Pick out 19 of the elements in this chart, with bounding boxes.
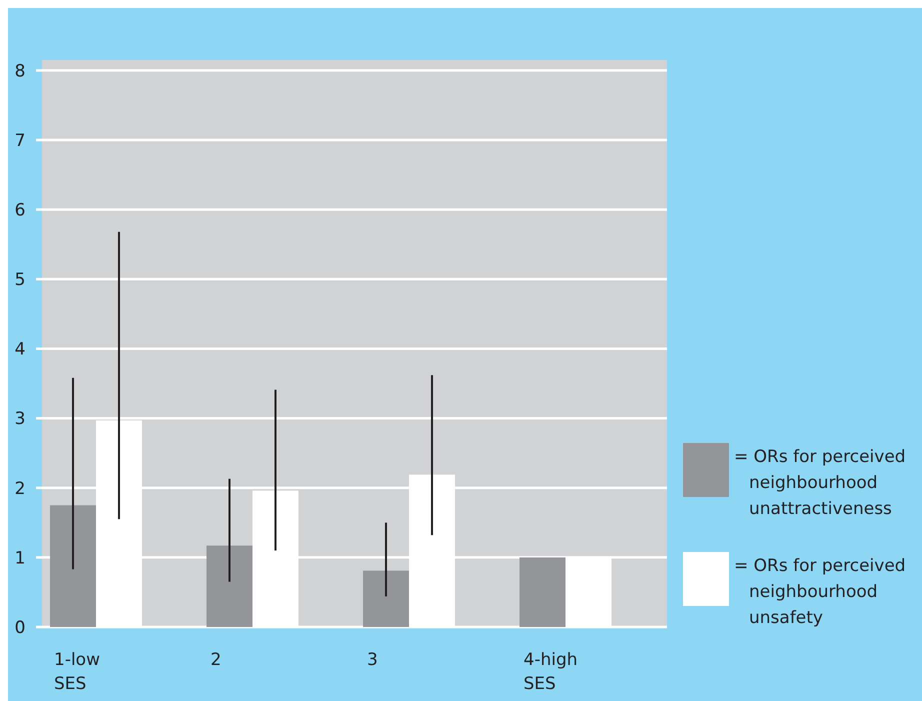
y-tick-label: 7 — [14, 130, 26, 151]
y-tick-label: 0 — [14, 618, 26, 638]
x-tick-label: 3 — [367, 650, 378, 670]
y-tick-label: 5 — [14, 270, 26, 290]
y-tick-label: 4 — [14, 340, 26, 360]
y-tick-label: 6 — [14, 200, 26, 221]
text: = ORs for perceived neighbourhood unattractiveness — [734, 447, 906, 519]
x-tick-label: 2 — [210, 650, 222, 670]
y-tick-label: 3 — [14, 409, 26, 430]
x-tick-label: 1-low SES — [54, 650, 100, 694]
bar — [206, 546, 252, 627]
bar — [363, 570, 409, 627]
y-tick-label: 2 — [14, 478, 26, 499]
y-tick-label: 8 — [14, 61, 26, 82]
x-tick-label: 4-high SES — [524, 650, 578, 694]
bar — [520, 557, 566, 627]
bar — [50, 505, 96, 627]
text: = ORs for perceived neighbourhood unsafety — [734, 556, 906, 628]
y-tick-label: 1 — [14, 548, 26, 568]
